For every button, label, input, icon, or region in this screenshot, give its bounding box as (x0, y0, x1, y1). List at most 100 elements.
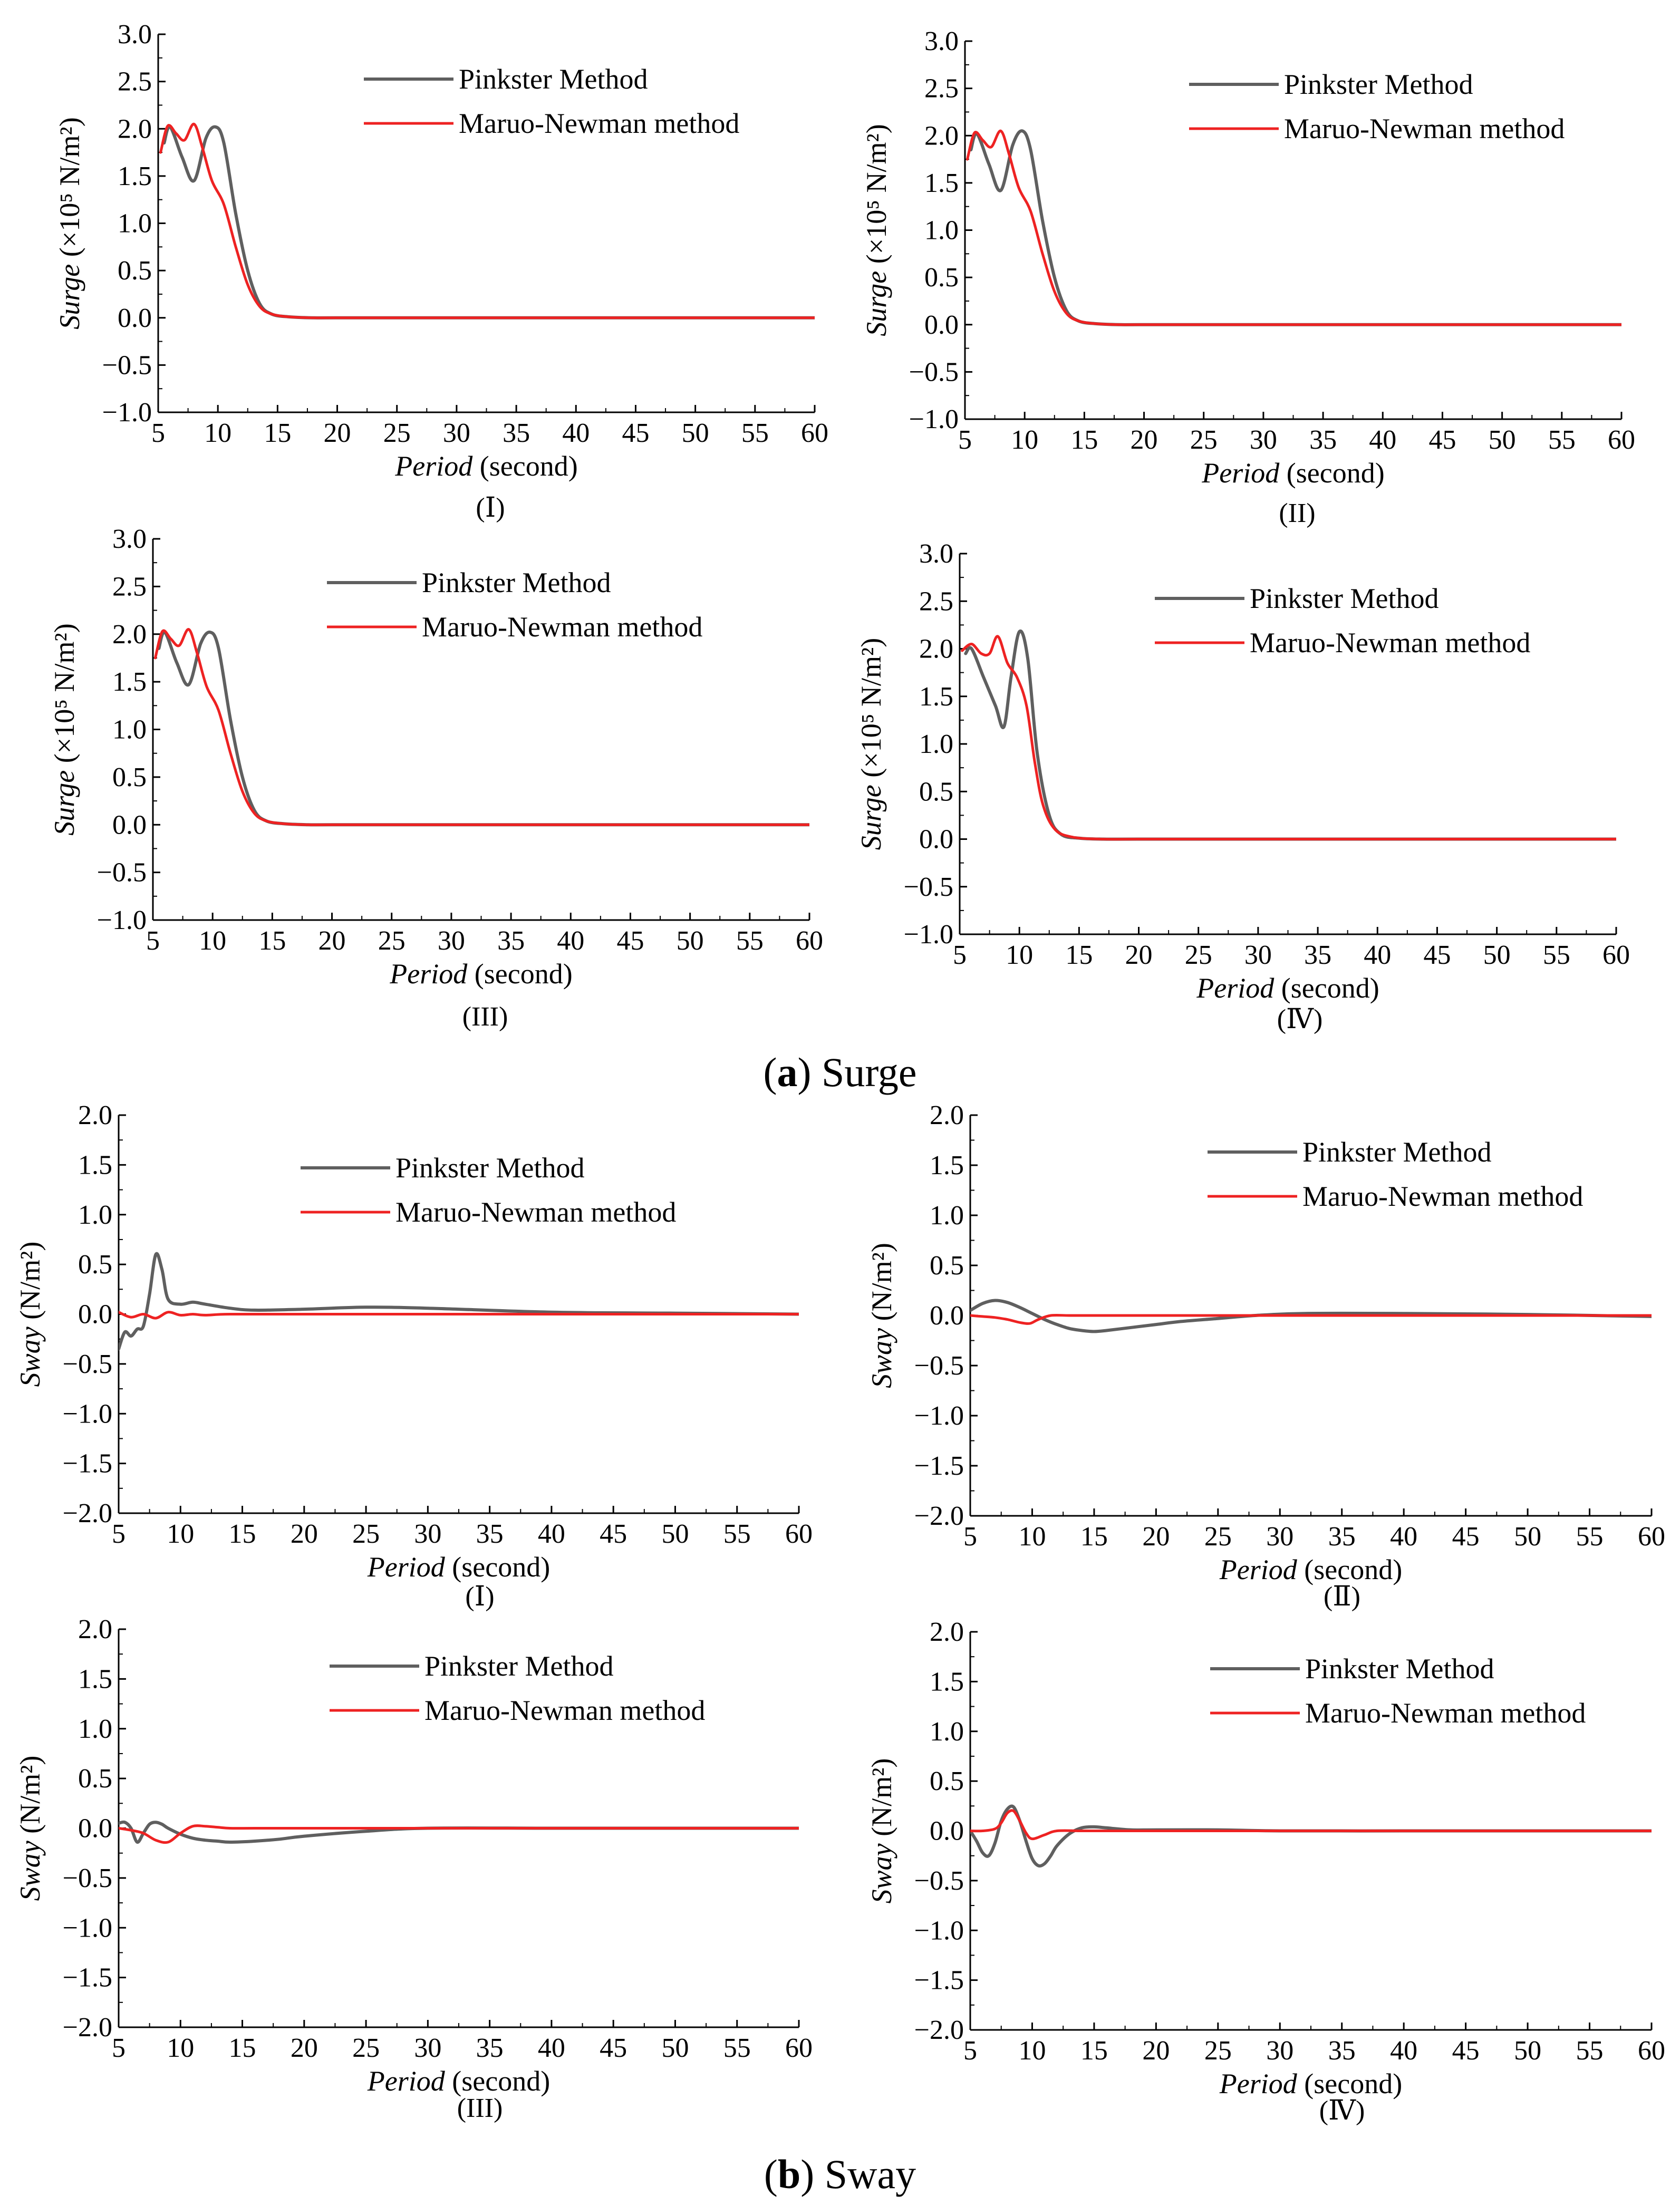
y-tick-label: −2.0 (63, 2013, 112, 2043)
legend-label-maruo-newman: Maruo-Newman method (395, 1196, 676, 1228)
y-tick-label: −1.0 (102, 398, 152, 428)
y-tick-label: −1.5 (914, 1966, 964, 1996)
panel-label: (III) (457, 2093, 503, 2123)
y-axis-label-var: Surge (49, 770, 80, 836)
y-tick-label: 0.5 (118, 256, 152, 286)
y-axis-label-var: Surge (855, 785, 887, 850)
x-tick-label: 45 (1452, 2036, 1480, 2066)
x-tick-label: 55 (1576, 1522, 1604, 1552)
y-tick-label: 1.5 (930, 1150, 964, 1181)
y-tick-label: 0.5 (919, 777, 953, 807)
x-tick-label: 55 (1576, 2036, 1604, 2066)
x-axis-label: Period (second) (1201, 457, 1384, 489)
x-axis-label-unit: (second) (445, 2065, 550, 2097)
y-tick-label: 2.0 (118, 114, 152, 144)
x-tick-label: 10 (1011, 425, 1038, 455)
x-tick-label: 55 (1543, 940, 1570, 970)
chart-panel-b-4: 5 10 15 20 25 30 35 40 45 50 55 60 −2.0 −1.5 −1.0 −0.5 0… (866, 1617, 1665, 2126)
x-tick-label: 5 (963, 2036, 977, 2066)
x-axis-label: Period (second) (367, 2065, 550, 2097)
y-tick-label: 2.5 (924, 74, 959, 104)
chart-panels: 5 10 15 20 25 30 35 40 45 50 55 60 −1.0 −0.5 0.0 0.5 1.0… (14, 20, 1665, 2126)
y-axis-label: Surge (×10⁵ N/m²) (49, 623, 80, 835)
y-axis-label-unit: (N/m²) (866, 1243, 897, 1328)
x-axis-label-var: Period (367, 1551, 446, 1583)
series-line-pinkster (970, 1804, 1652, 1868)
x-tick-label: 50 (661, 1519, 689, 1549)
y-tick-label: 1.5 (118, 161, 152, 191)
x-tick-label: 45 (1423, 940, 1451, 970)
y-tick-label: −1.0 (97, 905, 147, 935)
x-tick-label: 10 (204, 418, 231, 448)
x-tick-label: 15 (229, 1519, 256, 1549)
y-tick-label: 2.5 (112, 572, 147, 602)
x-tick-label: 30 (414, 1519, 441, 1549)
x-tick-label: 50 (661, 2033, 689, 2063)
y-tick-label: −0.5 (904, 872, 953, 902)
x-axis-label: Period (second) (1219, 1554, 1402, 1585)
chart-panel-b-3: 5 10 15 20 25 30 35 40 45 50 55 60 −2.0 −1.5 −1.0 −0.5 0… (14, 1614, 813, 2123)
x-tick-label: 60 (796, 926, 823, 956)
y-tick-label: −0.5 (63, 1863, 112, 1893)
x-tick-label: 50 (1483, 940, 1511, 970)
x-axis-label-unit: (second) (472, 450, 577, 482)
y-tick-label: −1.0 (63, 1913, 112, 1943)
y-tick-label: 0.5 (112, 762, 147, 792)
x-tick-label: 15 (1065, 940, 1093, 970)
y-tick-label: 3.0 (112, 524, 147, 554)
x-tick-label: 30 (1266, 2036, 1293, 2066)
legend-label-pinkster: Pinkster Method (1302, 1136, 1492, 1168)
y-axis-label: Surge (×10⁵ N/m²) (861, 124, 892, 336)
caption-sway-text: Sway (825, 2151, 916, 2197)
series-line-pinkster (970, 1299, 1652, 1333)
y-axis-label: Sway (N/m²) (866, 1243, 897, 1388)
series-line-pinkster (969, 129, 1621, 326)
y-axis-label: Surge (×10⁵ N/m²) (855, 638, 887, 850)
x-tick-label: 50 (1514, 2036, 1541, 2066)
legend-label-pinkster: Pinkster Method (459, 63, 648, 95)
panel-label: (Ⅰ) (465, 1582, 494, 1612)
x-tick-label: 40 (538, 1519, 565, 1549)
y-axis-label-var: Surge (54, 264, 85, 330)
x-tick-label: 25 (378, 926, 405, 956)
x-tick-label: 30 (1266, 1522, 1293, 1552)
y-tick-label: −1.0 (914, 1915, 964, 1946)
x-axis-label: Period (second) (1219, 2068, 1402, 2099)
x-tick-label: 25 (1204, 2036, 1232, 2066)
y-axis-label-var: Surge (861, 271, 892, 336)
x-tick-label: 35 (476, 1519, 504, 1549)
y-tick-label: 0.5 (924, 263, 959, 293)
x-axis-label-unit: (second) (467, 958, 572, 990)
x-axis-label-var: Period (1201, 457, 1280, 489)
y-tick-label: −0.5 (914, 1351, 964, 1381)
x-tick-label: 45 (1428, 425, 1456, 455)
y-tick-label: 3.0 (919, 539, 953, 569)
x-tick-label: 15 (1070, 425, 1098, 455)
x-tick-label: 20 (291, 1519, 318, 1549)
y-tick-label: 1.5 (924, 168, 959, 198)
y-tick-label: 2.5 (919, 586, 953, 616)
series-line-maruo-newman (119, 1824, 799, 1844)
y-axis-label-unit: (N/m²) (14, 1242, 46, 1327)
y-axis-label: Sway (N/m²) (14, 1242, 46, 1387)
y-tick-label: 1.5 (112, 667, 147, 697)
y-tick-label: −1.0 (63, 1399, 112, 1429)
x-tick-label: 25 (1185, 940, 1212, 970)
x-axis-label: Period (second) (1196, 972, 1379, 1004)
y-tick-label: 1.0 (930, 1717, 964, 1747)
x-tick-label: 5 (151, 418, 165, 448)
panel-label: (III) (462, 1002, 508, 1032)
y-tick-label: 1.5 (919, 682, 953, 712)
y-axis-label-var: Sway (866, 1328, 897, 1388)
y-tick-label: 2.5 (118, 67, 152, 97)
series-line-maruo-newman (966, 129, 1621, 326)
y-tick-label: 1.5 (78, 1664, 112, 1694)
y-tick-label: 0.0 (78, 1814, 112, 1844)
x-tick-label: 60 (785, 1519, 813, 1549)
y-tick-label: 0.0 (930, 1301, 964, 1331)
x-tick-label: 15 (1080, 1522, 1108, 1552)
y-tick-label: 1.5 (78, 1150, 112, 1180)
x-tick-label: 25 (1204, 1522, 1232, 1552)
legend-label-pinkster: Pinkster Method (1250, 583, 1439, 614)
caption-surge: (a) Surge (763, 1049, 916, 1095)
